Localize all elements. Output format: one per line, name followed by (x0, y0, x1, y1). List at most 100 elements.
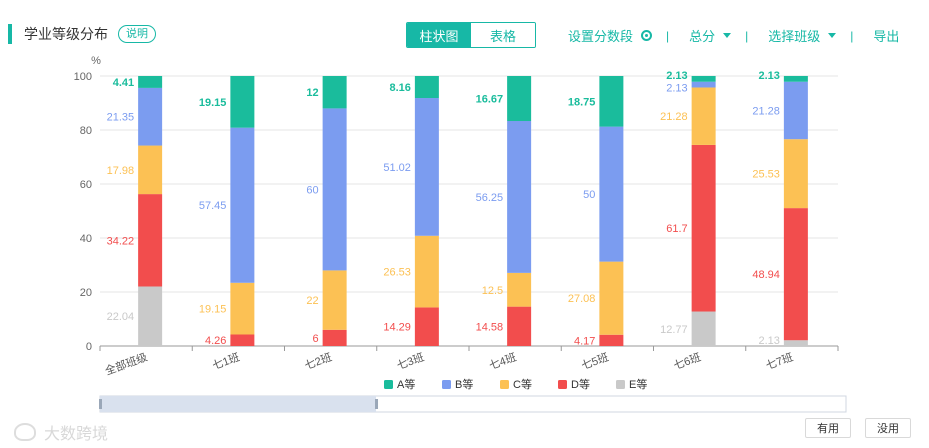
zoom-slider-selection[interactable] (100, 396, 377, 412)
y-tick-label: 20 (80, 287, 92, 299)
data-label: 26.53 (383, 267, 411, 279)
bar-segment[interactable] (138, 145, 163, 195)
bar-segment[interactable] (691, 81, 716, 88)
data-label: 18.75 (568, 96, 596, 108)
legend-swatch[interactable] (500, 380, 509, 389)
not-useful-button[interactable]: 没用 (865, 418, 911, 438)
legend-label: A等 (397, 377, 415, 391)
bar-segment[interactable] (414, 307, 439, 346)
data-label: 16.67 (476, 94, 504, 106)
data-label: 4.26 (205, 335, 226, 347)
bar-segment[interactable] (230, 127, 255, 283)
toolbar-separator: | (850, 28, 854, 43)
legend-swatch[interactable] (616, 380, 625, 389)
bar-segment[interactable] (691, 311, 716, 346)
data-label: 12.77 (660, 324, 688, 336)
legend-label: D等 (571, 377, 590, 391)
data-label: 22.04 (107, 311, 135, 323)
bar-segment[interactable] (322, 76, 347, 109)
tab-bar-chart[interactable]: 柱状图 (407, 23, 471, 47)
bar-segment[interactable] (230, 282, 255, 335)
data-label: 34.22 (107, 235, 135, 247)
useful-button[interactable]: 有用 (805, 418, 851, 438)
bar-segment[interactable] (138, 76, 163, 88)
bar-segment[interactable] (414, 235, 439, 308)
y-tick-label: 40 (80, 233, 92, 245)
bar-segment[interactable] (691, 144, 716, 312)
data-label: 19.15 (199, 304, 227, 316)
bar-segment[interactable] (783, 340, 808, 346)
help-button[interactable]: 说明 (118, 25, 156, 43)
y-tick-label: 60 (80, 179, 92, 191)
set-segments-button[interactable]: 设置分数段 (568, 26, 653, 45)
legend-label: E等 (629, 377, 647, 391)
stacked-bar-chart: % 0 20 40 60 80 100 22.04 34.22 17.98 21.35 4.41 全部班… (74, 55, 847, 413)
data-label: 6 (313, 333, 319, 345)
bar-segment[interactable] (414, 76, 439, 99)
set-segments-label: 设置分数段 (568, 29, 634, 44)
data-label: 2.13 (666, 83, 687, 95)
bar-segment[interactable] (507, 76, 532, 122)
bar-segment[interactable] (691, 87, 716, 145)
data-label: 56.25 (476, 192, 504, 204)
y-tick-label: 80 (80, 125, 92, 137)
select-class-dropdown[interactable]: 选择班级 (768, 26, 837, 45)
data-label: 14.58 (476, 321, 504, 333)
header-title-bar: 学业等级分布 说明 (8, 22, 156, 46)
bar-segment[interactable] (783, 81, 808, 140)
legend-swatch[interactable] (384, 380, 393, 389)
data-label: 12.5 (482, 285, 503, 297)
bar-segment[interactable] (599, 261, 624, 335)
tab-table[interactable]: 表格 (471, 23, 535, 47)
data-label: 25.53 (752, 169, 780, 181)
bar-segment[interactable] (322, 270, 347, 330)
data-label: 19.15 (199, 97, 227, 109)
bar-segment[interactable] (414, 98, 439, 236)
bar-segment[interactable] (599, 126, 624, 262)
bar-segment[interactable] (230, 334, 255, 346)
bar-segment[interactable] (691, 75, 716, 82)
total-score-dropdown[interactable]: 总分 (689, 26, 732, 45)
chevron-down-icon (723, 33, 732, 38)
toolbar-separator: | (745, 28, 749, 43)
data-label: 2.13 (758, 70, 779, 82)
data-label: 61.7 (666, 223, 687, 235)
bar-segment[interactable] (599, 334, 624, 346)
data-label: 4.17 (574, 335, 595, 347)
x-tick-label: 七1班 (211, 351, 242, 373)
bar-segment[interactable] (507, 306, 532, 346)
data-label: 4.41 (113, 77, 134, 89)
bar-segment[interactable] (507, 272, 532, 307)
data-label: 8.16 (389, 82, 410, 94)
zoom-slider-handle-right[interactable] (375, 399, 379, 409)
bar-segment[interactable] (230, 75, 255, 128)
bar-segment[interactable] (599, 76, 624, 127)
bar-segment[interactable] (138, 87, 163, 146)
bar-segment[interactable] (322, 108, 347, 271)
watermark: 大数跨境 (14, 420, 108, 444)
watermark-logo-icon (14, 423, 36, 441)
bar-segment[interactable] (783, 208, 808, 341)
chevron-down-icon (828, 33, 837, 38)
x-tick-label: 七4班 (487, 351, 518, 373)
chart-panel: 学业等级分布 说明 柱状图 表格 设置分数段 | 总分 | 选择班级 | 导出 … (8, 12, 921, 442)
data-label: 2.13 (666, 70, 687, 82)
export-label: 导出 (873, 29, 900, 44)
legend-swatch[interactable] (558, 380, 567, 389)
data-label: 50 (583, 189, 595, 201)
bar-segment[interactable] (138, 286, 163, 346)
bar-segment[interactable] (322, 329, 347, 346)
bar-segment[interactable] (783, 139, 808, 209)
legend-label: C等 (513, 377, 532, 391)
legend-swatch[interactable] (442, 380, 451, 389)
bar-segment[interactable] (138, 194, 163, 287)
watermark-text: 大数跨境 (44, 426, 109, 443)
bar-segment[interactable] (507, 121, 532, 273)
data-label: 48.94 (752, 269, 780, 281)
bar-segment[interactable] (783, 75, 808, 82)
x-tick-label: 七5班 (580, 351, 611, 373)
legend-label: B等 (455, 377, 473, 391)
export-button[interactable]: 导出 (873, 26, 899, 45)
zoom-slider-handle-left[interactable] (99, 399, 102, 409)
page-title: 学业等级分布 (24, 26, 108, 42)
